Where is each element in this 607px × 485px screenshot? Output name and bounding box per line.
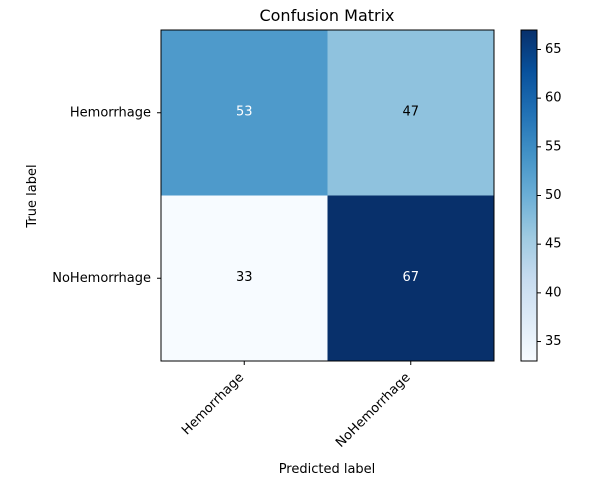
y-tick-label: NoHemorrhage — [52, 271, 151, 286]
colorbar-tick-label: 45 — [545, 237, 562, 252]
colorbar-ticks: 35 40 45 50 55 60 65 — [537, 42, 562, 349]
chart-title: Confusion Matrix — [259, 6, 394, 25]
matrix-cell — [161, 195, 328, 361]
colorbar-tick-label: 35 — [545, 334, 562, 349]
colorbar-tick-label: 60 — [545, 91, 562, 106]
y-axis-label: True label — [25, 164, 40, 228]
matrix-cell-value: 47 — [402, 104, 419, 119]
x-axis-label: Predicted label — [279, 462, 376, 477]
matrix-cell — [327, 30, 494, 196]
matrix-cell-value: 53 — [236, 104, 253, 119]
colorbar-tick-label: 65 — [545, 42, 562, 57]
x-tick-label: NoHemorrhage — [333, 370, 413, 450]
colorbar-tick-label: 50 — [545, 188, 562, 203]
colorbar-gradient — [520, 29, 538, 362]
x-tick-label: Hemorrhage — [179, 370, 247, 438]
matrix-cell-value: 33 — [236, 270, 253, 285]
matrix-frame — [160, 29, 495, 362]
colorbar: 35 40 45 50 55 60 65 — [520, 29, 562, 362]
matrix-cell — [161, 30, 328, 196]
colorbar-tick-label: 40 — [545, 285, 562, 300]
matrix-cells — [161, 30, 494, 361]
y-axis-ticks: Hemorrhage NoHemorrhage — [52, 105, 161, 286]
x-axis-ticks: Hemorrhage NoHemorrhage — [179, 361, 414, 451]
matrix-cell-value: 67 — [402, 270, 419, 285]
matrix-cell — [327, 195, 494, 361]
matrix-cell-labels: 53 47 33 67 — [236, 104, 419, 285]
colorbar-tick-label: 55 — [545, 139, 562, 154]
y-tick-label: Hemorrhage — [70, 105, 151, 120]
